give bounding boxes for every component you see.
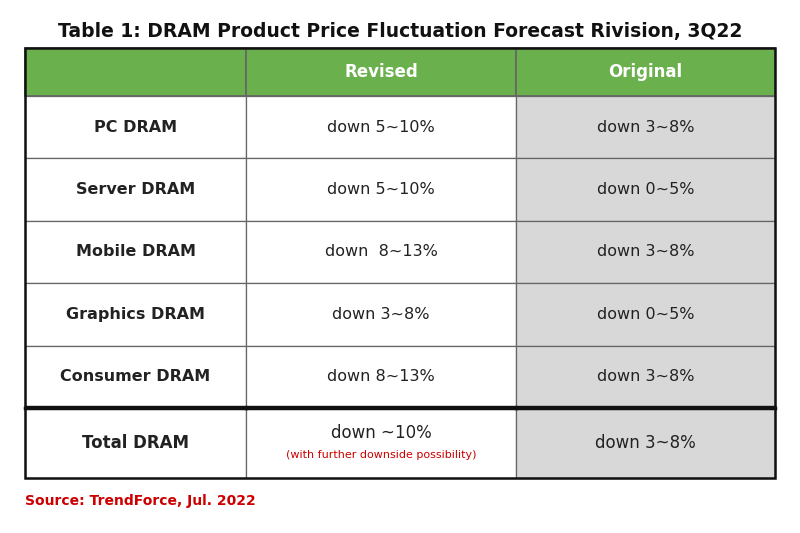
Text: down 8~13%: down 8~13% [327, 369, 435, 384]
Text: Revised: Revised [344, 63, 418, 81]
Text: Table 1: DRAM Product Price Fluctuation Forecast Rivision, 3Q22: Table 1: DRAM Product Price Fluctuation … [58, 22, 742, 41]
Bar [246, 48, 516, 96]
Bar [516, 345, 775, 408]
Bar [25, 96, 246, 158]
Bar [246, 96, 516, 158]
Bar [516, 158, 775, 221]
Text: down 5~10%: down 5~10% [327, 120, 435, 135]
Text: down 3~8%: down 3~8% [597, 245, 694, 260]
Text: Total DRAM: Total DRAM [82, 434, 189, 452]
Bar [246, 158, 516, 221]
Bar [25, 345, 246, 408]
Text: down 0~5%: down 0~5% [597, 182, 694, 197]
Bar [516, 408, 775, 478]
Text: down ~10%: down ~10% [331, 424, 432, 442]
Bar [25, 48, 775, 478]
Text: down 3~8%: down 3~8% [595, 434, 696, 452]
Text: TRENDFORCE: TRENDFORCE [128, 252, 672, 321]
Text: (with further downside possibility): (with further downside possibility) [286, 450, 477, 460]
Bar [246, 221, 516, 283]
Bar [516, 221, 775, 283]
Bar [246, 283, 516, 345]
Text: down 3~8%: down 3~8% [597, 369, 694, 384]
Text: down 3~8%: down 3~8% [333, 307, 430, 322]
Text: Mobile DRAM: Mobile DRAM [76, 245, 196, 260]
Bar [516, 283, 775, 345]
Text: down 5~10%: down 5~10% [327, 182, 435, 197]
Bar [25, 408, 246, 478]
Bar [516, 48, 775, 96]
Bar [25, 221, 246, 283]
Bar [25, 158, 246, 221]
Text: Consumer DRAM: Consumer DRAM [61, 369, 210, 384]
Text: Graphics DRAM: Graphics DRAM [66, 307, 205, 322]
Text: Source: TrendForce, Jul. 2022: Source: TrendForce, Jul. 2022 [25, 494, 256, 508]
Bar [246, 345, 516, 408]
Bar [516, 96, 775, 158]
Bar [25, 283, 246, 345]
Bar [25, 48, 246, 96]
Text: down 0~5%: down 0~5% [597, 307, 694, 322]
Text: Server DRAM: Server DRAM [76, 182, 195, 197]
Text: PC DRAM: PC DRAM [94, 120, 177, 135]
Bar [246, 408, 516, 478]
Text: down  8~13%: down 8~13% [325, 245, 438, 260]
Text: down 3~8%: down 3~8% [597, 120, 694, 135]
Text: Original: Original [609, 63, 682, 81]
